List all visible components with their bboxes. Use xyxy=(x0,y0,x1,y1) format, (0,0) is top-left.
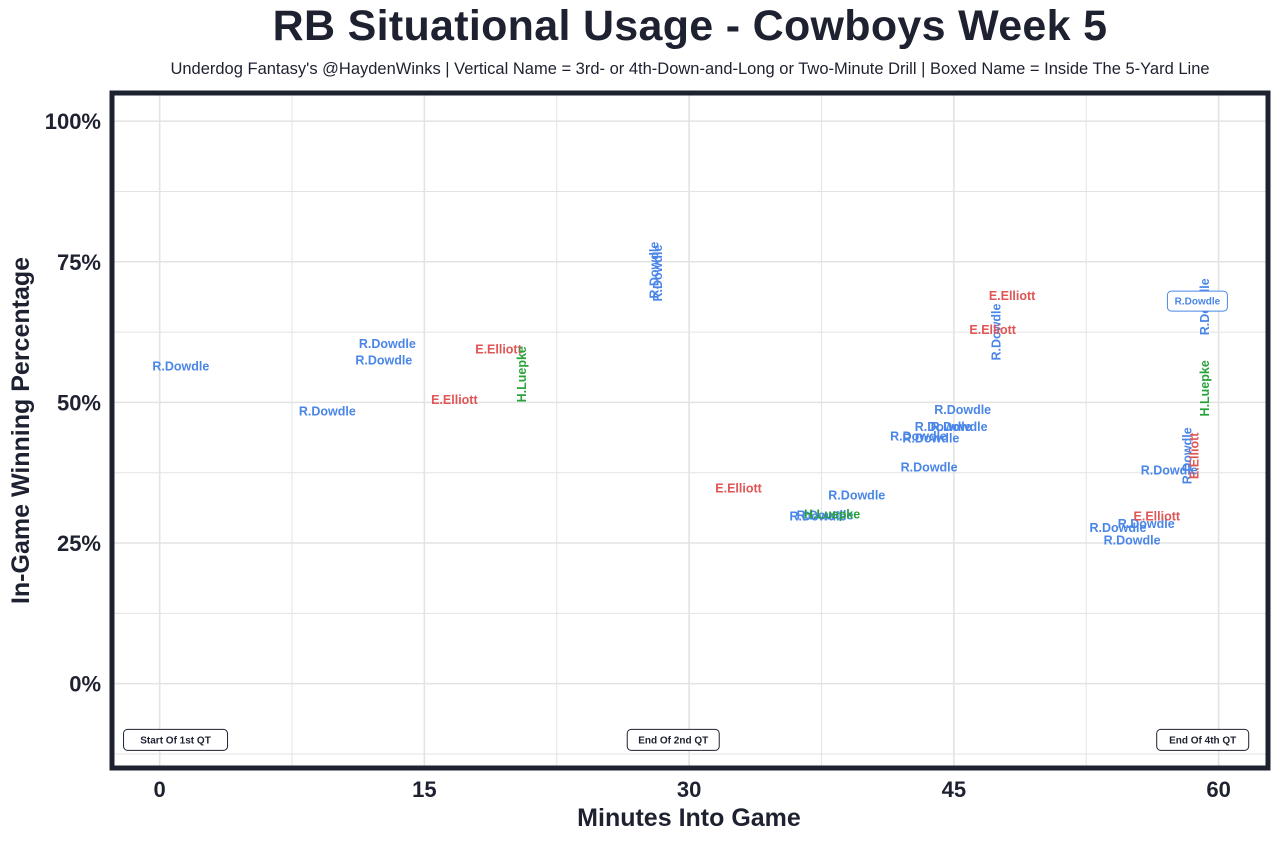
data-label: R.Dowdle xyxy=(828,489,885,503)
boxed-label-frame xyxy=(1166,290,1228,312)
x-axis-title: Minutes Into Game xyxy=(577,804,801,832)
data-label: E.Elliott xyxy=(989,289,1036,303)
data-label-boxed: R.Dowdle xyxy=(1175,297,1221,308)
data-label: E.Elliott xyxy=(1134,510,1181,524)
data-label: E.Elliott xyxy=(715,481,762,495)
data-label: R.Dowdle xyxy=(299,404,356,418)
y-tick-label: 75% xyxy=(57,250,101,275)
x-tick-label: 45 xyxy=(942,777,966,802)
y-tick-label: 100% xyxy=(45,109,101,134)
data-label: E.Elliott xyxy=(969,323,1016,337)
x-tick-label: 15 xyxy=(412,777,436,802)
data-label: R.Dowdle xyxy=(890,430,947,444)
data-labels: R.DowdleR.DowdleR.DowdleR.DowdleR.Dowdle… xyxy=(152,242,1228,548)
data-label-vertical: R.Dowdle xyxy=(651,244,665,301)
data-label: R.Dowdle xyxy=(152,359,209,373)
x-tick-label: 0 xyxy=(154,777,166,802)
data-label: H.Luepke xyxy=(804,507,860,521)
data-label: R.Dowdle xyxy=(902,431,959,445)
grid-lines xyxy=(112,93,1268,768)
data-label: E.Elliott xyxy=(475,342,522,356)
data-label: R.Dowdle xyxy=(1141,463,1198,477)
data-label: R.Dowdle xyxy=(789,510,846,524)
data-label: R.Dowdle xyxy=(901,461,958,475)
data-label: R.Dowdle xyxy=(359,337,416,351)
axis-labels: 0 15 30 45 60 0% 25% 50% 75% 100% Minutes Into Gam… xyxy=(7,109,1231,832)
plot-frame xyxy=(109,90,1271,771)
y-axis-title: In-Game Winning Percentage xyxy=(7,257,35,604)
annotation-label: End Of 2nd QT xyxy=(638,735,708,746)
data-label: R.Dowdle xyxy=(1104,534,1161,548)
annotation-frame xyxy=(1156,728,1250,751)
y-tick-label: 25% xyxy=(57,531,101,556)
data-label-vertical: R.Dowdle xyxy=(1180,427,1194,484)
data-label: R.Dowdle xyxy=(931,420,988,434)
data-label-vertical: R.Dowdle xyxy=(647,242,661,299)
data-label: E.Elliott xyxy=(431,393,478,407)
data-label-vertical: E.Elliott xyxy=(1187,432,1201,479)
x-tick-label: 30 xyxy=(677,777,701,802)
quarter-annotations: Start Of 1st QT End Of 2nd QT End Of 4th Q… xyxy=(123,728,1250,751)
data-label: R.Dowdle xyxy=(934,403,991,417)
data-label: R.Dowdle xyxy=(797,508,854,522)
annotation-label: End Of 4th QT xyxy=(1169,735,1236,746)
data-label-vertical: H.Luepke xyxy=(515,346,529,402)
y-tick-label: 0% xyxy=(69,672,101,697)
chart-title: RB Situational Usage - Cowboys Week 5 xyxy=(272,2,1108,50)
data-label: R.Dowdle xyxy=(1118,517,1175,531)
data-label: R.Dowdle xyxy=(355,354,412,368)
annotation-frame xyxy=(626,728,720,751)
data-label-vertical: R.Dowdle xyxy=(990,304,1004,361)
y-tick-label: 50% xyxy=(57,390,101,415)
data-label: R.Dowdle xyxy=(1090,521,1147,535)
annotation-frame xyxy=(123,728,229,751)
data-label-vertical: H.Luepke xyxy=(1198,360,1212,416)
data-label: R.Dowdle xyxy=(915,420,972,434)
x-tick-label: 60 xyxy=(1206,777,1230,802)
annotation-label: Start Of 1st QT xyxy=(140,735,211,746)
chart-subtitle: Underdog Fantasy's @HaydenWinks | Vertic… xyxy=(170,60,1210,78)
